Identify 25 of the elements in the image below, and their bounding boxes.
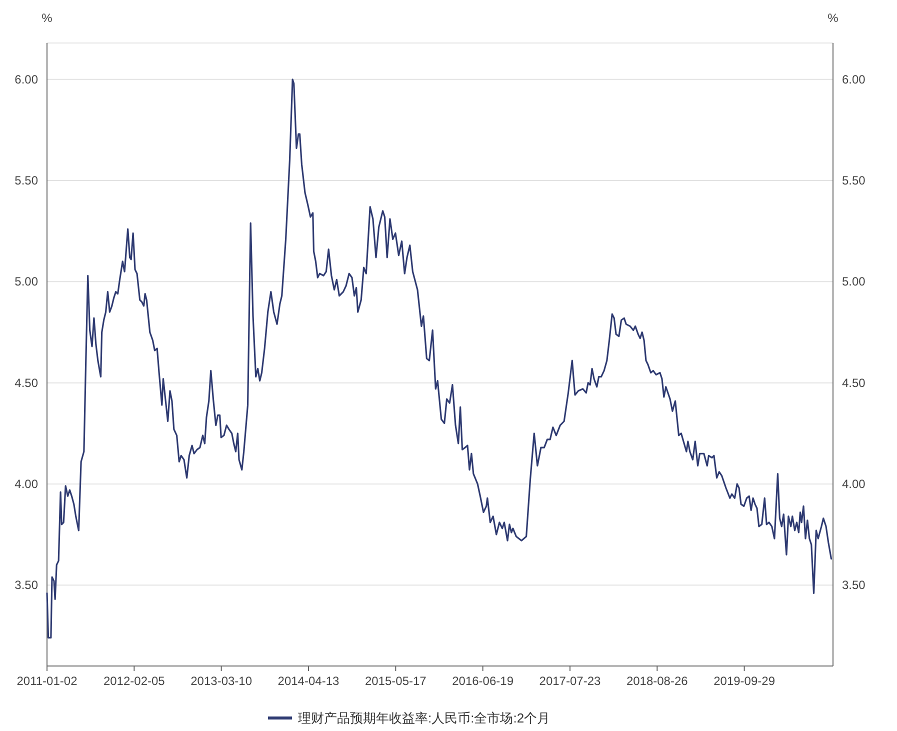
y-tick-label: 5.50 bbox=[14, 174, 38, 188]
x-tick-label: 2013-03-10 bbox=[190, 674, 252, 688]
y2-axis-title: % bbox=[828, 11, 839, 25]
x-tick-label: 2016-06-19 bbox=[452, 674, 514, 688]
x-tick-label: 2011-01-02 bbox=[16, 674, 78, 688]
y2-tick-label: 3.50 bbox=[842, 578, 866, 592]
y2-tick-label: 4.50 bbox=[842, 376, 866, 390]
y2-tick-label: 6.00 bbox=[842, 72, 866, 86]
y2-tick-label: 5.50 bbox=[842, 174, 866, 188]
x-tick-label: 2014-04-13 bbox=[278, 674, 340, 688]
x-tick-label: 2018-08-26 bbox=[626, 674, 688, 688]
y-tick-label: 4.50 bbox=[14, 376, 38, 390]
y-tick-label: 6.00 bbox=[14, 72, 38, 86]
line-series bbox=[46, 78, 832, 638]
x-tick-label: 2017-07-23 bbox=[539, 674, 601, 688]
x-tick-label: 2012-02-05 bbox=[103, 674, 166, 688]
y-tick-label: 5.00 bbox=[14, 274, 38, 289]
y-tick-label: 3.50 bbox=[14, 578, 38, 592]
x-tick-label: 2019-09-29 bbox=[714, 674, 776, 688]
legend-label: 理财产品预期年收益率:人民币:全市场:2个月 bbox=[298, 710, 550, 726]
x-tick-label: 2015-05-17 bbox=[364, 674, 427, 688]
y-axis-title: % bbox=[42, 11, 53, 25]
y2-tick-label: 5.00 bbox=[842, 274, 866, 289]
y-tick-label: 4.00 bbox=[14, 476, 38, 491]
y2-tick-label: 4.00 bbox=[842, 476, 866, 491]
